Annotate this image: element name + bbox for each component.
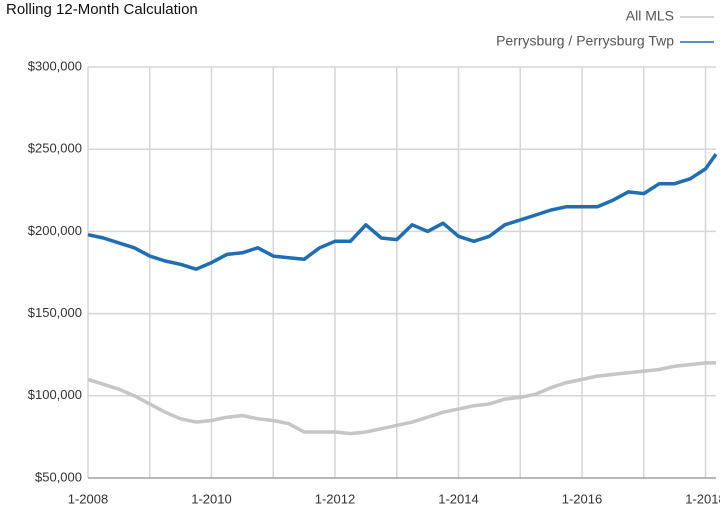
x-tick-label: 1-2018 xyxy=(685,491,720,506)
y-tick-label: $150,000 xyxy=(28,305,82,320)
series-line xyxy=(87,153,718,271)
x-tick-label: 1-2016 xyxy=(562,491,602,506)
y-tick-label: $300,000 xyxy=(28,58,82,73)
x-tick-label: 1-2014 xyxy=(438,491,478,506)
chart-title: Rolling 12-Month Calculation xyxy=(6,1,198,18)
y-tick-label: $250,000 xyxy=(28,141,82,156)
y-tick-label: $200,000 xyxy=(28,223,82,238)
x-tick-label: 1-2012 xyxy=(315,491,355,506)
x-tick-label: 1-2010 xyxy=(191,491,231,506)
series-line xyxy=(87,361,716,436)
y-tick-label: $50,000 xyxy=(35,469,82,484)
legend-label: All MLS xyxy=(626,8,674,24)
y-tick-label: $100,000 xyxy=(28,387,82,402)
legend-label: Perrysburg / Perrysburg Twp xyxy=(496,33,674,49)
x-tick-label: 1-2008 xyxy=(68,491,108,506)
